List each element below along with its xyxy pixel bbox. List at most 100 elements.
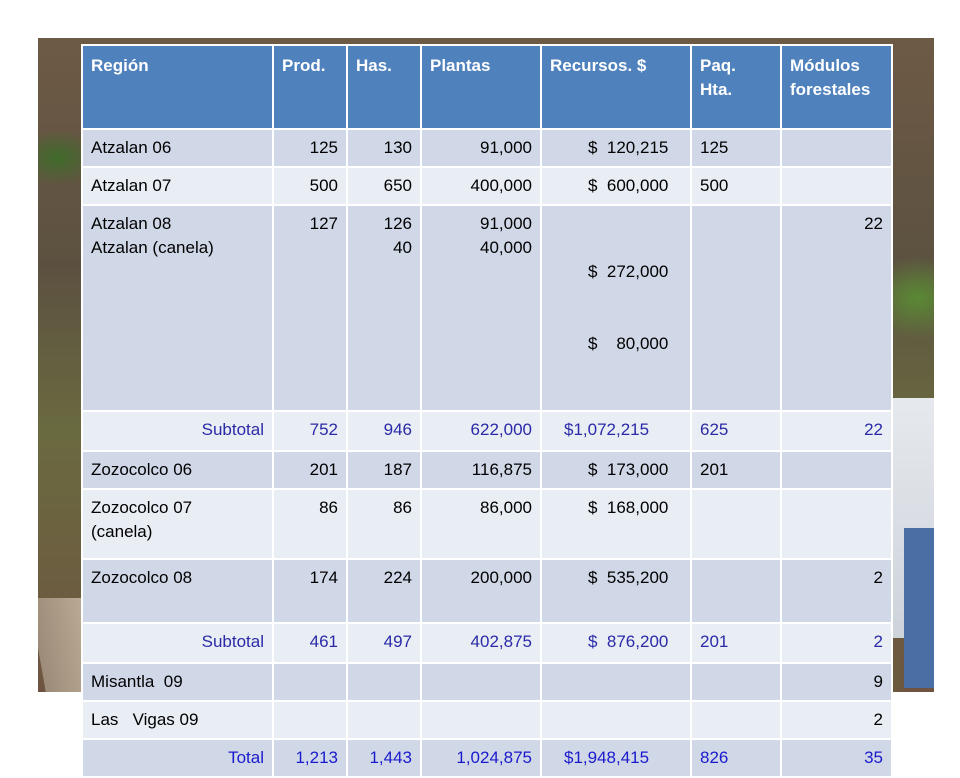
cell-plantas bbox=[420, 662, 542, 702]
cell-has bbox=[346, 662, 422, 702]
cell-paq bbox=[690, 488, 782, 560]
cell-has: 650 bbox=[346, 166, 422, 206]
cell-region: Misantla 09 bbox=[81, 662, 274, 702]
cell-plantas: 402,875 bbox=[420, 622, 542, 664]
cell-plantas: 116,875 bbox=[420, 450, 542, 490]
cell-prod: 500 bbox=[272, 166, 348, 206]
cell-has: 187 bbox=[346, 450, 422, 490]
subtotal-row: Subtotal 752 946 622,000 $1,072,215 625 … bbox=[81, 410, 893, 452]
cell-plantas: 1,024,875 bbox=[420, 738, 542, 778]
table-row: Misantla 09 9 bbox=[81, 662, 893, 702]
table-row: Atzalan 06 125 130 91,000 $ 120,215 125 bbox=[81, 128, 893, 168]
cell-paq bbox=[690, 662, 782, 702]
cell-has: 497 bbox=[346, 622, 422, 664]
cell-recursos: $1,072,215 bbox=[540, 410, 692, 452]
header-paq-hta: Paq. Hta. bbox=[690, 44, 782, 130]
cell-region: Subtotal bbox=[81, 410, 274, 452]
cell-recursos-line: $ 272,000 bbox=[588, 262, 669, 281]
cell-has: 130 bbox=[346, 128, 422, 168]
cell-modulos: 2 bbox=[780, 622, 893, 664]
cell-has: 126 40 bbox=[346, 204, 422, 412]
table-row: Las Vigas 09 2 bbox=[81, 700, 893, 740]
cell-recursos: $ 600,000 bbox=[540, 166, 692, 206]
cell-paq bbox=[690, 558, 782, 624]
cell-modulos: 22 bbox=[780, 410, 893, 452]
cell-region-line: Atzalan (canela) bbox=[91, 238, 214, 257]
cell-region-line: (canela) bbox=[91, 522, 153, 541]
cell-region: Zozocolco 06 bbox=[81, 450, 274, 490]
cell-prod: 752 bbox=[272, 410, 348, 452]
cell-modulos bbox=[780, 128, 893, 168]
cell-recursos: $ 876,200 bbox=[540, 622, 692, 664]
cell-prod: 461 bbox=[272, 622, 348, 664]
cell-prod bbox=[272, 700, 348, 740]
cell-modulos: 2 bbox=[780, 558, 893, 624]
cell-region: Atzalan 06 bbox=[81, 128, 274, 168]
table-row: Zozocolco 06 201 187 116,875 $ 173,000 2… bbox=[81, 450, 893, 490]
cell-plantas bbox=[420, 700, 542, 740]
data-table: Región Prod. Has. Plantas Recursos. $ Pa… bbox=[81, 44, 893, 778]
cell-prod: 1,213 bbox=[272, 738, 348, 778]
cell-modulos bbox=[780, 488, 893, 560]
cell-region: Subtotal bbox=[81, 622, 274, 664]
cell-modulos bbox=[780, 166, 893, 206]
table-row: Atzalan 07 500 650 400,000 $ 600,000 500 bbox=[81, 166, 893, 206]
cell-plantas: 622,000 bbox=[420, 410, 542, 452]
cell-has bbox=[346, 700, 422, 740]
cell-plantas: 91,000 bbox=[420, 128, 542, 168]
cell-paq: 625 bbox=[690, 410, 782, 452]
cell-has: 946 bbox=[346, 410, 422, 452]
subtotal-row: Subtotal 461 497 402,875 $ 876,200 201 2 bbox=[81, 622, 893, 664]
cell-region-line: Atzalan 08 bbox=[91, 214, 172, 233]
cell-recursos-line: $ 80,000 bbox=[588, 334, 669, 353]
cell-paq: 201 bbox=[690, 622, 782, 664]
header-plantas: Plantas bbox=[420, 44, 542, 130]
table-row: Zozocolco 08 174 224 200,000 $ 535,200 2 bbox=[81, 558, 893, 624]
cell-region: Zozocolco 08 bbox=[81, 558, 274, 624]
cell-region: Atzalan 08 Atzalan (canela) bbox=[81, 204, 274, 412]
table-row: Atzalan 08 Atzalan (canela) 127 126 40 9… bbox=[81, 204, 893, 412]
cell-prod: 125 bbox=[272, 128, 348, 168]
cell-has: 224 bbox=[346, 558, 422, 624]
cell-paq: 500 bbox=[690, 166, 782, 206]
cell-region: Las Vigas 09 bbox=[81, 700, 274, 740]
cell-modulos: 35 bbox=[780, 738, 893, 778]
cell-recursos: $ 173,000 bbox=[540, 450, 692, 490]
cell-paq: 826 bbox=[690, 738, 782, 778]
cell-plantas: 400,000 bbox=[420, 166, 542, 206]
cell-region: Zozocolco 07 (canela) bbox=[81, 488, 274, 560]
cell-modulos: 9 bbox=[780, 662, 893, 702]
cell-paq bbox=[690, 204, 782, 412]
cell-paq: 125 bbox=[690, 128, 782, 168]
header-has: Has. bbox=[346, 44, 422, 130]
cell-recursos bbox=[540, 662, 692, 702]
cell-has: 86 bbox=[346, 488, 422, 560]
cell-plantas: 86,000 bbox=[420, 488, 542, 560]
cell-modulos: 22 bbox=[780, 204, 893, 412]
cell-prod bbox=[272, 662, 348, 702]
cell-has-line: 126 bbox=[383, 214, 412, 233]
cell-region: Atzalan 07 bbox=[81, 166, 274, 206]
cell-paq bbox=[690, 700, 782, 740]
cell-recursos: $ 120,215 bbox=[540, 128, 692, 168]
cell-paq: 201 bbox=[690, 450, 782, 490]
table-row: Zozocolco 07 (canela) 86 86 86,000 $ 168… bbox=[81, 488, 893, 560]
cell-prod: 127 bbox=[272, 204, 348, 412]
cell-modulos bbox=[780, 450, 893, 490]
cell-recursos: $ 168,000 bbox=[540, 488, 692, 560]
cell-plantas: 200,000 bbox=[420, 558, 542, 624]
cell-prod: 86 bbox=[272, 488, 348, 560]
cell-recursos: $ 272,000 $ 80,000 bbox=[540, 204, 692, 412]
header-prod: Prod. bbox=[272, 44, 348, 130]
cell-region-line: Zozocolco 07 bbox=[91, 498, 193, 517]
total-row: Total 1,213 1,443 1,024,875 $1,948,415 8… bbox=[81, 738, 893, 778]
header-region: Región bbox=[81, 44, 274, 130]
cell-modulos: 2 bbox=[780, 700, 893, 740]
header-modulos-forestales: Módulos forestales bbox=[780, 44, 893, 130]
cell-plantas: 91,000 40,000 bbox=[420, 204, 542, 412]
cell-plantas-line: 91,000 bbox=[480, 214, 532, 233]
header-recursos: Recursos. $ bbox=[540, 44, 692, 130]
cell-plantas-line: 40,000 bbox=[480, 238, 532, 257]
cell-recursos: $1,948,415 bbox=[540, 738, 692, 778]
cell-region: Total bbox=[81, 738, 274, 778]
